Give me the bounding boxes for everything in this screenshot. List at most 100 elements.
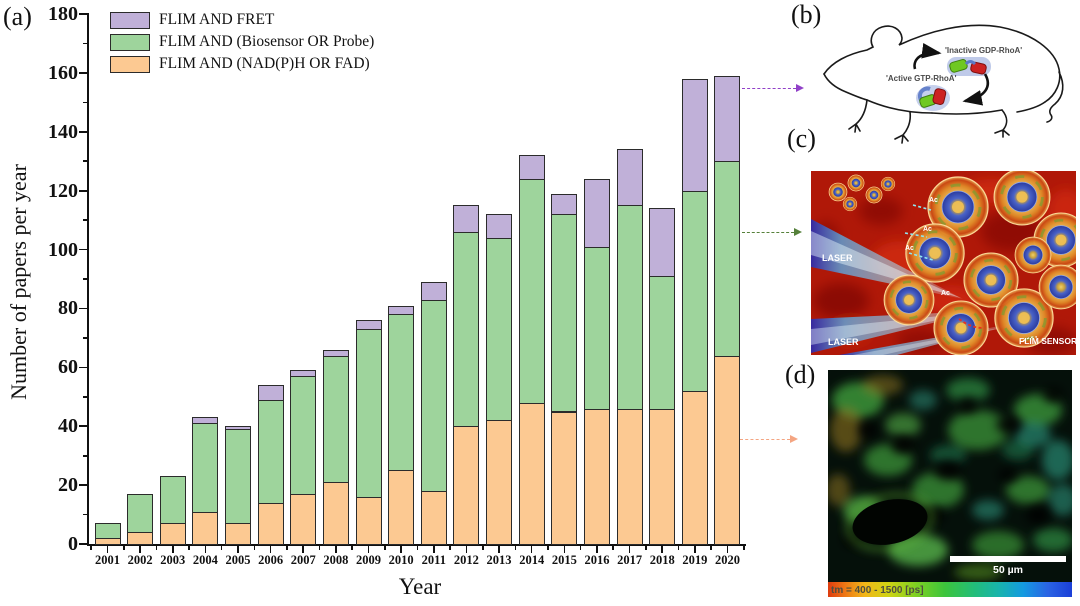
x-tick-label: 2013	[486, 553, 512, 567]
bar-segment	[420, 299, 447, 492]
x-tick-label: 2020	[714, 553, 740, 567]
bar-segment	[681, 78, 708, 192]
x-major-tick	[106, 546, 109, 553]
x-tick-label: 2012	[453, 553, 479, 567]
y-major-tick	[79, 543, 88, 545]
legend-row: FLIM AND (Biosensor OR Probe)	[110, 31, 374, 53]
bar-segment	[159, 523, 186, 545]
bar-segment	[518, 402, 545, 545]
bar-segment	[714, 355, 741, 545]
bar-segment	[322, 355, 349, 484]
y-axis-line	[87, 13, 89, 546]
x-tick-label: 2007	[290, 553, 316, 567]
y-major-tick	[79, 425, 88, 428]
connector-to-panel-b-arrowhead	[796, 84, 804, 92]
bar-segment	[583, 246, 610, 410]
bar-segment	[681, 190, 708, 392]
x-tick-label: 2014	[519, 553, 545, 567]
x-major-tick	[530, 546, 533, 553]
bar-segment	[127, 532, 154, 545]
x-major-tick	[726, 546, 729, 553]
bar-segment	[290, 493, 317, 545]
y-major-tick	[79, 13, 88, 15]
x-major-tick	[237, 546, 239, 553]
legend-swatch	[110, 55, 150, 73]
y-tick-label: 180	[48, 3, 78, 25]
bar-segment	[225, 523, 252, 545]
y-major-tick	[79, 366, 88, 369]
bar-segment	[290, 376, 317, 495]
x-minor-tick	[612, 546, 615, 550]
bar-segment	[453, 205, 480, 233]
x-major-tick	[171, 546, 174, 553]
lifetime-colorbar	[828, 582, 1072, 597]
panel-d-label: (d)	[785, 360, 816, 389]
y-minor-tick	[83, 42, 88, 45]
y-minor-tick	[83, 337, 88, 339]
x-axis-title: Year	[398, 574, 442, 599]
bar-segment	[714, 161, 741, 357]
y-minor-tick	[83, 513, 88, 516]
bar-segment	[94, 523, 121, 540]
annotation-arrows	[904, 204, 1038, 342]
y-tick-label: 20	[58, 474, 78, 497]
bar-segment	[518, 178, 545, 404]
chart-legend: FLIM AND FRET FLIM AND (Biosensor OR Prob…	[110, 9, 374, 75]
bar-segment	[551, 411, 578, 545]
legend-row: FLIM AND FRET	[110, 9, 374, 31]
inactive-gdp-rhoa-label: 'Inactive GDP-RhoA'	[945, 46, 1022, 55]
y-major-tick	[79, 307, 88, 310]
y-tick-label: 120	[48, 179, 78, 202]
bar-segment	[681, 390, 708, 545]
x-minor-tick	[416, 546, 419, 550]
x-major-tick	[628, 546, 631, 553]
panel-a-label: (a)	[3, 2, 32, 31]
laser-label-top: LASER	[822, 253, 853, 263]
ac-label-2: Ac	[923, 226, 932, 233]
bar-segment	[583, 178, 610, 248]
legend-row: FLIM AND (NAD(P)H OR FAD)	[110, 53, 374, 75]
y-tick-label: 140	[48, 120, 78, 143]
x-major-tick	[400, 546, 402, 553]
inactive-gdp-rhoa-molecule	[947, 57, 991, 76]
x-tick-label: 2006	[258, 553, 284, 567]
ac-label-4: Ac	[941, 290, 950, 297]
bar-segment	[616, 149, 643, 207]
connector-to-panel-d	[740, 439, 790, 440]
scale-bar	[950, 556, 1066, 562]
vessel-lumen	[852, 499, 928, 545]
panel-d-flim-image: 50 µm tm = 400 - 1500 [ps]	[828, 370, 1072, 597]
y-tick-label: 40	[58, 415, 78, 438]
x-minor-tick	[579, 546, 582, 550]
bar-segment	[192, 511, 219, 545]
mouse-outline	[823, 24, 1064, 144]
active-gtp-rhoa-molecule	[916, 85, 950, 111]
bar-segment	[192, 417, 219, 425]
y-tick-label: 80	[58, 297, 78, 320]
bar-segment	[420, 491, 447, 545]
bar-segment	[225, 426, 252, 431]
connector-to-panel-b	[742, 88, 796, 89]
bar-segment	[192, 423, 219, 513]
y-major-tick	[79, 248, 88, 251]
y-tick-label: 160	[48, 61, 78, 84]
bar-segment	[551, 214, 578, 413]
legend-swatch	[110, 33, 150, 51]
x-major-tick	[661, 546, 663, 553]
bar-segment	[388, 314, 415, 472]
bar-segment	[257, 385, 284, 401]
bar-segment	[94, 538, 121, 545]
bar-segment	[420, 281, 447, 301]
active-gtp-rhoa-label: 'Active GTP-RhoA'	[886, 74, 957, 83]
x-tick-label: 2011	[421, 553, 446, 567]
bar-segment	[714, 75, 741, 163]
bar-segment	[127, 493, 154, 534]
x-minor-tick	[318, 546, 321, 550]
vessel-rim	[847, 493, 933, 551]
laser-label-bottom: LASER	[828, 337, 859, 347]
x-major-tick	[563, 546, 566, 553]
bar-segment	[649, 408, 676, 545]
y-minor-tick	[83, 219, 88, 221]
legend-swatch	[110, 11, 150, 29]
